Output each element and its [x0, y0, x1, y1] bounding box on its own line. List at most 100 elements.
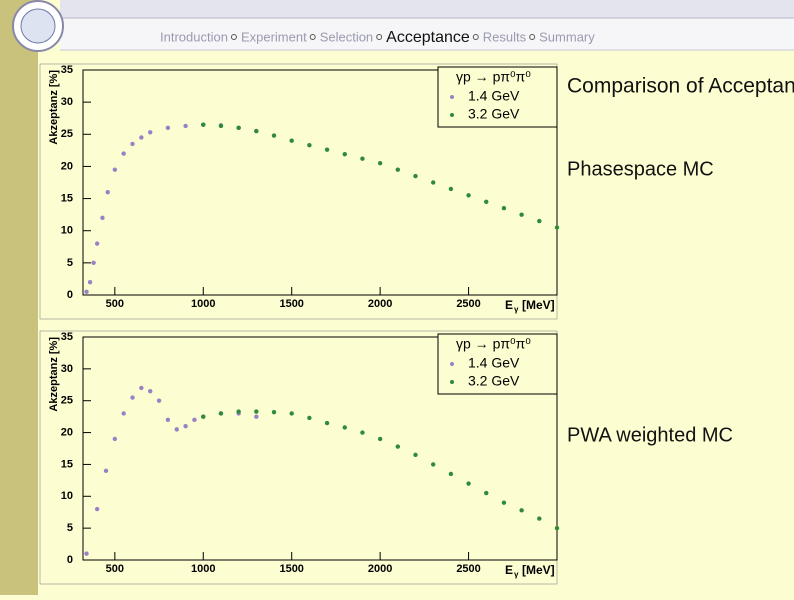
header-band [60, 0, 794, 18]
x-axis-label: E [505, 563, 513, 577]
y-tick-label: 35 [61, 64, 73, 76]
legend-marker [450, 362, 454, 366]
legend-label: 1.4 GeV [468, 88, 520, 104]
data-point [105, 189, 110, 195]
data-point [360, 156, 365, 161]
legend-label: 3.2 GeV [468, 373, 520, 389]
data-point [413, 452, 418, 458]
data-point [218, 123, 224, 129]
y-tick-label: 15 [61, 192, 73, 204]
y-tick-label: 0 [67, 554, 73, 566]
data-point [413, 173, 418, 179]
data-point [100, 215, 105, 221]
nav-item[interactable]: Acceptance [386, 29, 470, 46]
x-tick-label: 2500 [456, 563, 480, 575]
data-point [218, 411, 224, 416]
data-point [130, 395, 135, 400]
x-tick-label: 500 [106, 563, 124, 575]
legend-box [437, 333, 558, 395]
x-tick-label: 1000 [191, 298, 215, 310]
legend-marker [450, 113, 454, 117]
data-point [554, 525, 560, 531]
nav: Introduction Experiment Selection Acceptanc… [160, 29, 595, 46]
data-point [87, 279, 93, 285]
side-heading: Comparison of Acceptance: [567, 75, 794, 98]
data-point [466, 481, 471, 486]
x-axis-label-sub: γ [514, 305, 519, 314]
plot-area [82, 336, 558, 561]
data-point [121, 151, 126, 156]
x-tick-label: 2000 [368, 298, 392, 310]
data-point [289, 138, 294, 143]
data-point [103, 468, 109, 473]
x-axis-label-sub: γ [514, 570, 519, 579]
nav-item[interactable]: Summary [539, 29, 595, 44]
nav-item[interactable]: Introduction [160, 29, 228, 44]
data-point [201, 122, 206, 127]
nav-separator [472, 34, 479, 40]
data-point [94, 241, 100, 246]
y-tick-label: 15 [61, 458, 73, 470]
legend-title: γp → pπ⁰π⁰ [456, 336, 531, 352]
y-tick-label: 30 [61, 363, 73, 375]
nav-separator [230, 34, 237, 40]
data-point [466, 193, 471, 198]
data-point [271, 133, 277, 138]
side-label: Phasespace MC [567, 158, 714, 180]
data-point [94, 506, 100, 512]
legend-marker [450, 380, 454, 384]
data-point [342, 152, 347, 157]
data-point [236, 409, 241, 414]
y-tick-label: 10 [61, 490, 73, 502]
x-axis-label-unit: [MeV] [522, 298, 555, 312]
y-tick-label: 25 [61, 128, 73, 140]
y-axis-label: Akzeptanz [%] [48, 70, 60, 145]
data-point [201, 414, 206, 419]
data-point [484, 490, 489, 496]
x-tick-label: 1000 [191, 563, 215, 575]
data-point [324, 420, 330, 426]
nav-separator [309, 34, 316, 40]
data-point [430, 462, 436, 467]
data-point [448, 186, 454, 192]
y-tick-label: 35 [61, 331, 73, 343]
data-point [165, 125, 171, 131]
x-tick-label: 1500 [279, 298, 303, 310]
data-point [377, 161, 383, 166]
x-axis-label-unit: [MeV] [522, 563, 555, 577]
data-point [342, 425, 347, 430]
plot-area [82, 69, 558, 296]
x-tick-label: 2500 [456, 298, 480, 310]
y-tick-label: 20 [61, 426, 73, 438]
data-point [84, 289, 89, 294]
logo-inner [20, 8, 56, 44]
data-point [537, 516, 542, 521]
legend-title: γp → pπ⁰π⁰ [456, 69, 531, 85]
data-point [254, 414, 259, 419]
data-point [112, 167, 118, 172]
nav-separator [529, 34, 536, 40]
data-point [183, 424, 188, 429]
data-point [395, 167, 401, 172]
nav-item[interactable]: Experiment [241, 29, 307, 44]
data-point [156, 398, 162, 403]
data-point [271, 409, 277, 415]
data-point [84, 551, 89, 556]
data-point [484, 199, 489, 204]
data-point [174, 427, 179, 432]
nav-item[interactable]: Results [483, 29, 527, 44]
y-tick-label: 25 [61, 395, 73, 407]
nav-item[interactable]: Selection [320, 29, 373, 44]
x-tick-label: 500 [106, 298, 124, 310]
data-point [501, 500, 507, 505]
data-point [430, 180, 436, 185]
data-point [554, 225, 560, 230]
x-axis-label: E [505, 298, 513, 312]
data-point [183, 123, 188, 129]
data-point [307, 143, 312, 148]
data-point [501, 206, 507, 211]
data-point [448, 471, 454, 477]
data-point [148, 130, 153, 135]
data-point [254, 128, 259, 134]
data-point [395, 444, 401, 449]
